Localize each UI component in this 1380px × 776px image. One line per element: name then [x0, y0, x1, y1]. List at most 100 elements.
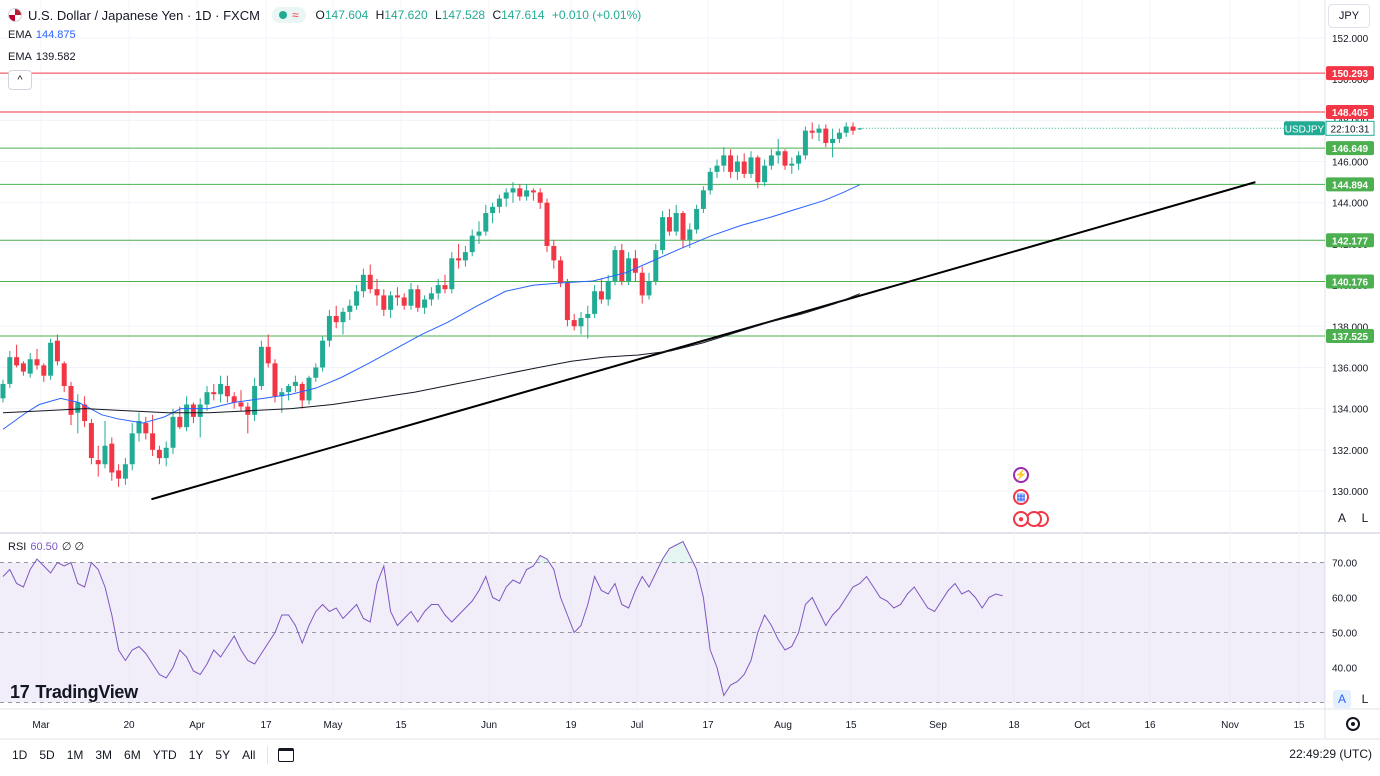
price-tick-label: 134.000: [1332, 405, 1369, 416]
auto-scale-button[interactable]: A: [1337, 511, 1346, 525]
time-tick-label: 17: [702, 720, 714, 731]
ema-long-line: [2, 293, 860, 414]
level-label: 150.293: [1332, 69, 1369, 80]
ohlc-close-value: 147.614: [501, 8, 545, 22]
countdown-bg: [1325, 120, 1375, 136]
tradingview-logo[interactable]: 17 TradingView: [10, 682, 138, 703]
ohlc-open-value: 147.604: [324, 8, 369, 22]
candle-body: [551, 245, 557, 261]
rsi-param-2: ∅: [74, 541, 85, 553]
candle-body: [626, 258, 632, 281]
chart-settings-icon[interactable]: [1346, 717, 1360, 731]
chart-canvas[interactable]: 152.000150.000148.000146.000144.000142.0…: [0, 0, 1380, 740]
timeframe-6m[interactable]: 6M: [124, 748, 141, 762]
time-axis: Mar 20 Apr 17 May 15 Jun 19 Jul 17 Aug 15 Sep 18 Oct 16…: [32, 720, 1305, 731]
ema-long-value: 139.582: [35, 51, 76, 63]
us-economic-event-icon[interactable]: ▦: [1013, 489, 1029, 505]
timeframe-all[interactable]: All: [242, 748, 256, 762]
candle-body: [82, 404, 88, 421]
market-open-dot-icon: [278, 11, 287, 19]
candle-body: [680, 213, 686, 240]
symbol-title[interactable]: U.S. Dollar / Japanese Yen · 1D · FXCM: [28, 7, 260, 23]
candle-body: [136, 420, 142, 434]
timeframe-1y[interactable]: 1Y: [188, 748, 204, 762]
candle-body: [762, 165, 768, 183]
candle-body: [653, 250, 659, 281]
trendline-segment: [151, 181, 1256, 501]
candle-body: [75, 402, 81, 413]
candle-body: [204, 392, 210, 405]
candle-body: [374, 289, 380, 296]
candle-body: [571, 320, 577, 327]
candle-body: [272, 363, 278, 397]
ema-short-legend[interactable]: EMA 144.875: [8, 29, 76, 41]
level-label-bg: [1326, 66, 1374, 81]
candle-body: [483, 213, 489, 232]
candle-body: [88, 423, 94, 459]
rsi-auto-scale-button[interactable]: A: [1333, 690, 1351, 708]
candle-body: [143, 423, 149, 434]
candle-body: [109, 443, 115, 473]
currency-selector[interactable]: JPY: [1328, 4, 1370, 28]
rsi-log-scale-button[interactable]: L: [1361, 692, 1369, 706]
candle-body: [741, 161, 747, 174]
log-scale-button[interactable]: L: [1361, 511, 1369, 525]
price-tick-label: 132.000: [1332, 446, 1369, 457]
candle-body: [632, 258, 638, 273]
jp-economic-event-icon-1[interactable]: ●: [1013, 511, 1029, 527]
candle-body: [442, 285, 448, 290]
candle-body: [347, 305, 353, 312]
candle-body: [585, 313, 591, 319]
price-tick-label: 150.000: [1332, 75, 1369, 86]
timeframe-5d[interactable]: 5D: [39, 748, 55, 762]
candle-body: [190, 404, 196, 417]
candle-body: [27, 359, 33, 374]
candle-body: [728, 155, 734, 172]
candle-body: [564, 283, 570, 321]
ohlc-high-key: H: [375, 8, 385, 22]
candle-body: [775, 151, 781, 156]
candle-body: [605, 280, 611, 300]
ohlc-open-key: O: [315, 8, 325, 22]
timeframe-5y[interactable]: 5Y: [215, 748, 231, 762]
timeframe-1m[interactable]: 1M: [66, 748, 84, 762]
rsi-legend[interactable]: RSI 60.50 ∅ ∅: [8, 540, 84, 553]
wave-icon: ≈: [291, 8, 299, 22]
candle-body: [456, 258, 462, 261]
time-tick-label: 17: [260, 720, 272, 731]
market-status-pill[interactable]: ≈: [271, 7, 306, 23]
candle-body: [306, 377, 312, 401]
timeframe-1d[interactable]: 1D: [12, 748, 28, 762]
rsi-tick-label: 60.00: [1332, 594, 1357, 605]
symbol-tag: USDJPY: [1285, 124, 1325, 135]
timeframe-3m[interactable]: 3M: [95, 748, 113, 762]
candle-body: [503, 192, 509, 199]
candle-body: [197, 404, 203, 417]
candle-body: [258, 346, 264, 386]
dividend-event-icon[interactable]: ⚡: [1013, 467, 1029, 483]
level-label: 146.649: [1332, 144, 1369, 155]
candle-body: [20, 363, 26, 372]
level-label: 140.176: [1332, 277, 1369, 288]
candle-body: [639, 272, 645, 296]
trendline: [151, 181, 1256, 501]
timeframe-ytd[interactable]: YTD: [152, 748, 177, 762]
candle-body: [150, 433, 156, 450]
candle-body: [857, 128, 863, 130]
candle-body: [836, 132, 842, 139]
candle-body: [673, 213, 679, 232]
ema-long-legend[interactable]: EMA 139.582: [8, 51, 76, 63]
candle-body: [843, 126, 849, 133]
calendar-icon[interactable]: [278, 748, 295, 762]
collapse-legend-button[interactable]: ^: [8, 70, 32, 90]
time-tick-label: Jun: [481, 720, 497, 731]
candle-body: [598, 291, 604, 300]
utc-clock[interactable]: 22:49:29 (UTC): [1289, 747, 1372, 761]
candle-body: [231, 396, 237, 403]
time-tick-label: 18: [1008, 720, 1020, 731]
candle-body: [354, 291, 360, 306]
price-tick-label: 146.000: [1332, 158, 1369, 169]
candle-body: [666, 217, 672, 232]
grid-lines: [0, 0, 1380, 740]
candle-body: [490, 206, 496, 214]
